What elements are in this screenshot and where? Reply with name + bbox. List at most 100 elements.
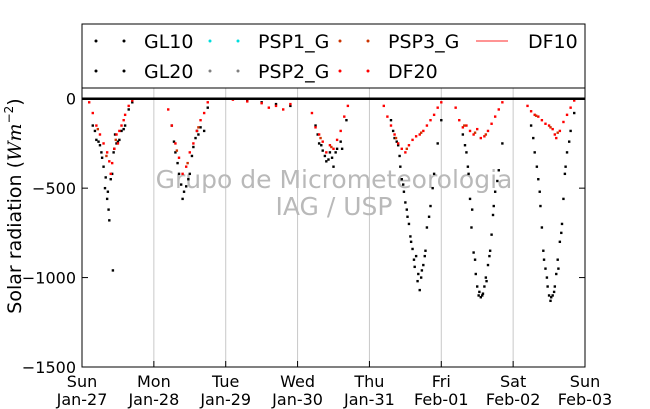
data-point	[573, 99, 576, 102]
legend-dot-marker	[122, 39, 126, 43]
data-point	[461, 133, 465, 136]
data-point	[466, 165, 470, 168]
data-point	[127, 104, 130, 108]
data-point	[486, 263, 490, 267]
data-point	[423, 254, 426, 258]
legend-item-psp3-g: PSP3_G	[338, 31, 459, 53]
data-point	[131, 99, 134, 102]
data-point	[112, 151, 115, 154]
data-point	[330, 156, 334, 159]
data-point	[544, 122, 547, 125]
data-point	[330, 145, 333, 149]
data-point	[105, 151, 109, 154]
legend-item-gl10: GL10	[94, 31, 194, 53]
data-point	[463, 124, 466, 127]
data-point	[483, 135, 486, 138]
data-point	[540, 226, 544, 229]
data-point	[407, 144, 411, 147]
data-point	[546, 285, 549, 288]
data-point	[396, 144, 400, 147]
data-point	[335, 147, 339, 151]
data-point	[100, 151, 103, 154]
data-point	[414, 135, 418, 138]
data-point	[202, 111, 206, 115]
data-point	[199, 118, 202, 122]
data-point	[481, 292, 485, 295]
data-point	[556, 131, 559, 134]
data-point	[345, 118, 348, 122]
data-point	[289, 104, 292, 108]
data-point	[402, 190, 406, 193]
y-axis-label-exponent: −2	[2, 106, 16, 124]
data-point	[87, 101, 91, 104]
data-point	[113, 147, 116, 151]
data-point	[422, 129, 425, 133]
data-point	[476, 127, 479, 131]
data-point	[319, 136, 322, 140]
data-point	[396, 142, 400, 145]
data-point	[555, 136, 558, 140]
y-tick-label: −1000	[22, 269, 76, 288]
y-tick-label: 0	[66, 90, 76, 109]
legend-dot-marker	[236, 69, 240, 73]
data-point	[317, 133, 321, 136]
data-point	[386, 115, 389, 118]
data-point	[95, 124, 98, 127]
y-tick-label: −500	[32, 179, 76, 198]
data-point	[400, 178, 403, 181]
data-point	[556, 258, 559, 261]
data-point	[562, 197, 565, 201]
data-point	[551, 127, 554, 131]
data-point	[260, 102, 263, 105]
data-point	[400, 147, 403, 151]
data-point	[282, 108, 285, 111]
data-point	[537, 115, 540, 118]
data-point	[484, 133, 488, 136]
data-point	[432, 172, 436, 176]
series-gl20	[93, 126, 571, 299]
data-point	[192, 142, 195, 145]
data-point	[567, 140, 571, 143]
data-point	[181, 197, 184, 201]
legend-item-psp1-g: PSP1_G	[208, 31, 329, 53]
data-point	[314, 124, 317, 127]
data-point	[553, 285, 557, 288]
data-point	[463, 144, 467, 147]
legend-label: PSP2_G	[258, 61, 329, 83]
data-point	[317, 142, 321, 145]
y-axis-label-unit: Wm	[4, 123, 26, 161]
data-point	[472, 251, 475, 254]
legend-label: GL20	[144, 61, 194, 83]
data-point	[558, 240, 562, 244]
data-point	[95, 138, 98, 142]
data-point	[320, 144, 323, 147]
data-point	[432, 113, 436, 117]
data-point	[476, 285, 479, 288]
data-point	[332, 165, 335, 168]
data-point	[174, 151, 177, 154]
x-tick-day: Sun	[67, 372, 97, 391]
data-point	[181, 172, 184, 176]
data-point	[188, 172, 191, 176]
data-point	[98, 144, 102, 147]
y-axis-label-main: Solar radiation (	[4, 161, 26, 314]
legend: GL10 PSP1_G PSP3_G DF10 GL20 PSP2_G DF20	[81, 23, 586, 89]
data-point	[186, 161, 189, 165]
data-point	[481, 294, 484, 297]
data-point	[103, 186, 107, 190]
data-point	[393, 133, 396, 136]
data-point	[246, 100, 249, 103]
data-point	[96, 127, 100, 131]
data-point	[468, 129, 472, 133]
data-point	[425, 124, 429, 127]
data-point	[404, 201, 407, 204]
data-point	[118, 138, 121, 142]
data-point	[123, 124, 127, 127]
data-point	[123, 113, 127, 117]
data-point	[105, 154, 108, 158]
data-point	[179, 183, 183, 186]
data-point	[108, 219, 111, 222]
data-point	[420, 269, 424, 272]
data-point	[97, 140, 100, 143]
data-point	[182, 190, 186, 193]
